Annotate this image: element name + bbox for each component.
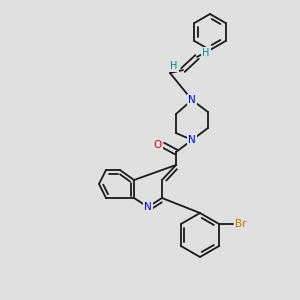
Text: N: N <box>188 95 196 105</box>
Text: N: N <box>188 135 196 145</box>
Text: Br: Br <box>235 219 247 229</box>
Text: O: O <box>154 140 162 150</box>
Text: H: H <box>202 48 210 58</box>
Text: N: N <box>144 202 152 212</box>
Text: H: H <box>170 61 178 71</box>
